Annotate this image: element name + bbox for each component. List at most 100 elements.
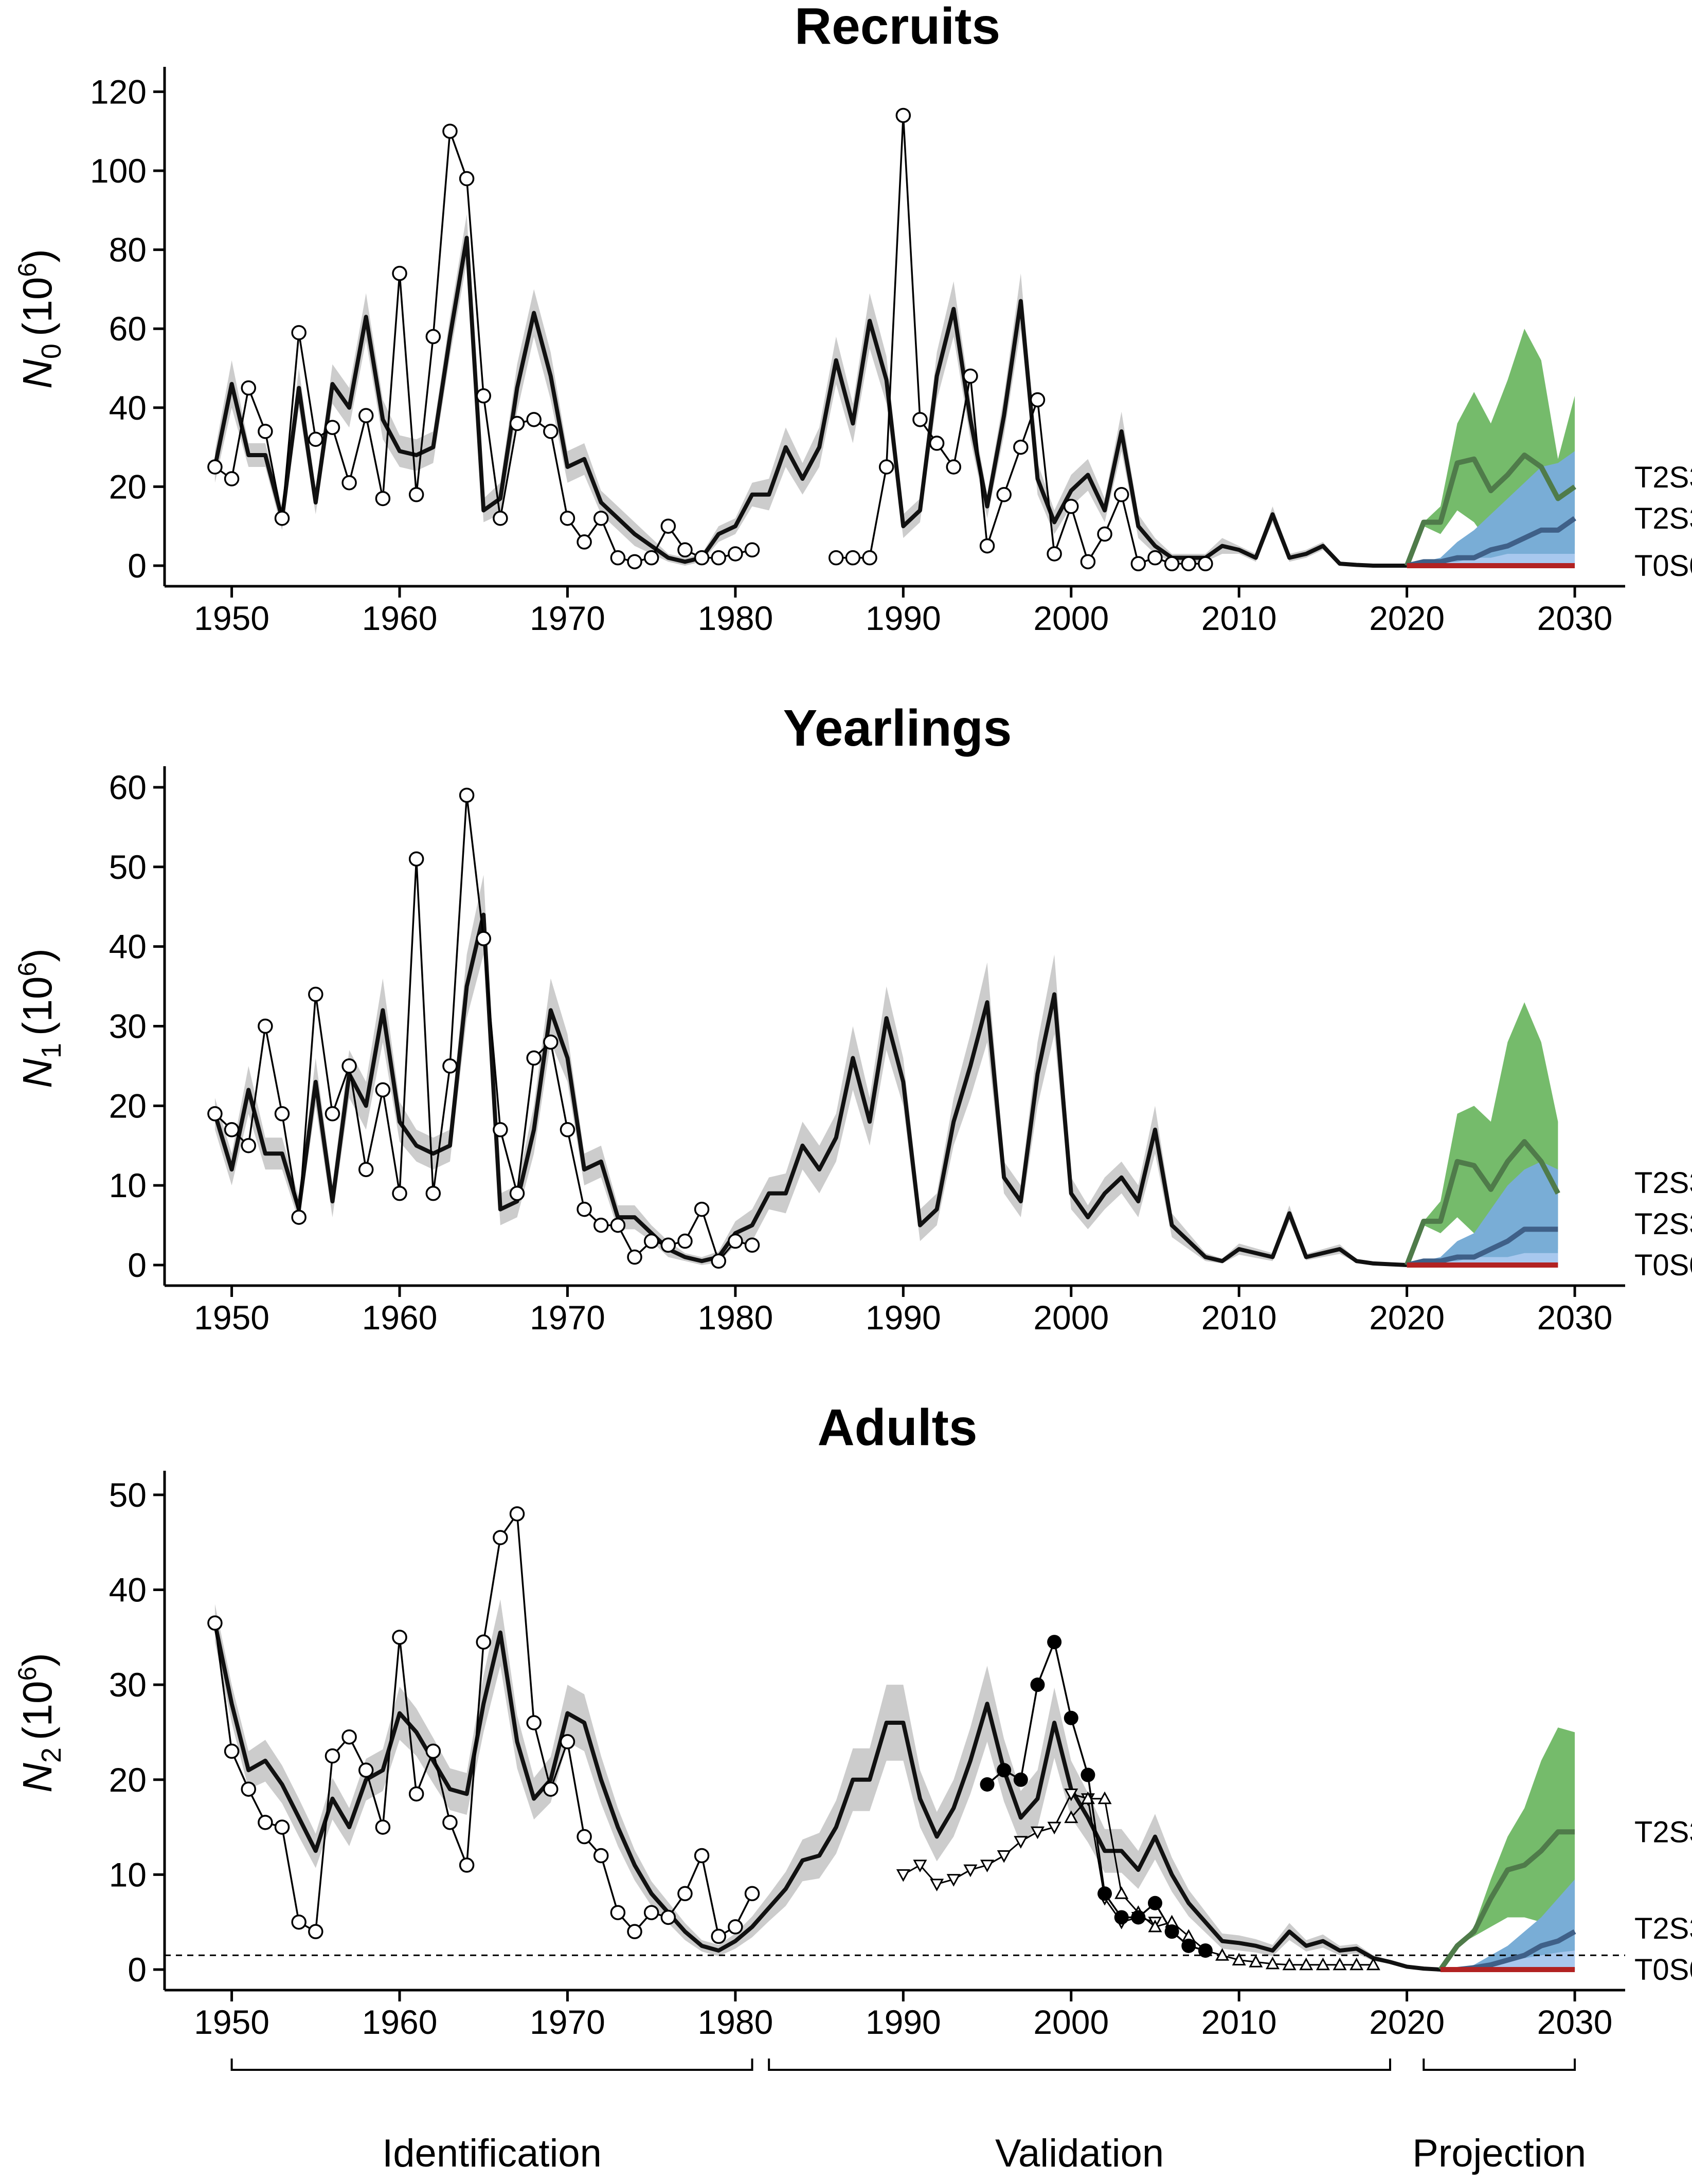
projection-band-t0s0 bbox=[1407, 553, 1575, 566]
scenario-label-base: T0S0 bbox=[1634, 1953, 1692, 1987]
observed-point bbox=[291, 1914, 307, 1930]
observed-point bbox=[694, 550, 710, 566]
observed-point bbox=[694, 1201, 710, 1217]
survey-up-point bbox=[1299, 1957, 1313, 1971]
y-label-close: ) bbox=[14, 948, 60, 962]
observed-point bbox=[308, 431, 323, 447]
y-axis-label: N0 (106) bbox=[13, 249, 67, 389]
survey-up-point bbox=[1316, 1957, 1330, 1971]
y-tick-label: 20 bbox=[109, 1761, 147, 1799]
observed-point bbox=[459, 787, 475, 803]
model-uncertainty-band bbox=[214, 1599, 1575, 1970]
observed-point bbox=[677, 542, 693, 558]
survey-filled-point bbox=[1013, 1772, 1028, 1787]
survey-filled-point bbox=[1047, 1635, 1062, 1650]
x-tick-label: 1980 bbox=[697, 2003, 773, 2041]
survey-down-line bbox=[903, 1793, 1156, 1923]
observed-point bbox=[979, 538, 995, 554]
observed-point bbox=[526, 1715, 542, 1730]
survey-up-point bbox=[1097, 1791, 1112, 1804]
observed-point bbox=[543, 1034, 559, 1050]
observed-point bbox=[711, 1253, 726, 1269]
y-label-subscript: 2 bbox=[36, 1747, 67, 1763]
observed-point bbox=[241, 1138, 256, 1153]
x-tick-label: 1990 bbox=[866, 599, 941, 637]
observed-point bbox=[560, 511, 575, 526]
observed-point bbox=[1181, 556, 1197, 571]
x-tick-label: 2030 bbox=[1537, 2003, 1613, 2041]
y-tick-label: 120 bbox=[90, 73, 147, 111]
observed-point bbox=[744, 1237, 760, 1253]
y-tick-label: 30 bbox=[109, 1666, 147, 1704]
observed-point bbox=[341, 1058, 357, 1074]
observed-point bbox=[1130, 556, 1146, 571]
y-tick-label: 40 bbox=[109, 389, 147, 427]
observed-point bbox=[325, 1748, 340, 1764]
y-tick-label: 50 bbox=[109, 1476, 147, 1514]
observed-point bbox=[425, 329, 441, 345]
scenario-label-t2s3plus: T2S3+ bbox=[1634, 1162, 1692, 1200]
y-label-symbol: N bbox=[14, 1763, 60, 1793]
y-tick-label: 60 bbox=[109, 310, 147, 348]
observed-point bbox=[1064, 499, 1079, 514]
survey-down-point bbox=[1047, 1821, 1061, 1835]
observed-point bbox=[694, 1848, 710, 1864]
observed-point bbox=[341, 475, 357, 491]
observed-point bbox=[560, 1122, 575, 1138]
y-label-exponent: 6 bbox=[13, 962, 42, 977]
observed-point bbox=[493, 511, 508, 526]
scenario-label-t2s3: T2S3 bbox=[1634, 502, 1692, 535]
phase-label: Validation bbox=[995, 2132, 1164, 2175]
survey-down-point bbox=[896, 1869, 910, 1882]
y-tick-label: 20 bbox=[109, 1087, 147, 1125]
x-tick-label: 1950 bbox=[194, 2003, 269, 2041]
projection-line-t2s3plus bbox=[1404, 1139, 1560, 1266]
scenario-label-t0s0: T0S0 bbox=[1634, 549, 1692, 583]
survey-filled-point bbox=[1097, 1886, 1112, 1901]
x-tick-label: 1950 bbox=[194, 599, 269, 637]
observed-point bbox=[476, 931, 491, 946]
observed-point bbox=[274, 1106, 290, 1122]
observed-point bbox=[207, 459, 223, 475]
observed-point bbox=[862, 550, 877, 566]
observed-point bbox=[224, 471, 240, 486]
survey-up-point bbox=[1232, 1953, 1246, 1966]
y-tick-label: 40 bbox=[109, 1571, 147, 1609]
survey-up-point bbox=[1148, 1919, 1162, 1933]
x-tick-label: 1960 bbox=[362, 1298, 438, 1337]
x-tick-label: 2010 bbox=[1201, 599, 1277, 637]
observed-point bbox=[543, 1781, 559, 1797]
observed-point bbox=[207, 1615, 223, 1631]
survey-down-point bbox=[930, 1879, 944, 1891]
observed-point bbox=[946, 459, 962, 475]
y-tick-label: 0 bbox=[128, 1246, 147, 1284]
survey-down-point bbox=[913, 1860, 927, 1873]
x-tick-label: 1960 bbox=[362, 2003, 438, 2041]
observed-point bbox=[375, 1819, 391, 1835]
y-tick-label: 80 bbox=[109, 231, 147, 269]
observed-point bbox=[1047, 546, 1062, 562]
phase-label: Identification bbox=[382, 2132, 602, 2175]
projection-line-t2s3plus bbox=[1438, 1829, 1575, 1971]
observed-point bbox=[241, 1781, 256, 1797]
observed-point bbox=[643, 1905, 659, 1920]
survey-up-point bbox=[1333, 1957, 1347, 1971]
x-tick-label: 1970 bbox=[530, 2003, 605, 2041]
observed-point bbox=[744, 1886, 760, 1902]
model-line bbox=[213, 1622, 1575, 1972]
observed-point bbox=[610, 550, 626, 566]
x-tick-label: 1970 bbox=[530, 1298, 605, 1337]
observed-point bbox=[241, 380, 256, 396]
x-tick-label: 2010 bbox=[1201, 1298, 1277, 1337]
y-label-unit: (10 bbox=[14, 277, 60, 337]
observed-point bbox=[408, 851, 424, 867]
survey-down-point bbox=[1030, 1826, 1045, 1839]
x-tick-label: 2010 bbox=[1201, 2003, 1277, 2041]
model-uncertainty-band bbox=[214, 214, 1407, 566]
survey-up-point bbox=[1215, 1948, 1230, 1961]
observed-point bbox=[493, 1122, 508, 1138]
survey-up-point bbox=[1265, 1956, 1280, 1970]
observed-point bbox=[358, 408, 374, 423]
observed-point bbox=[358, 1162, 374, 1177]
